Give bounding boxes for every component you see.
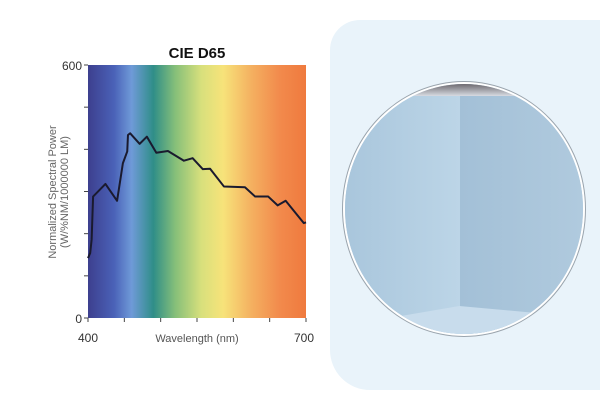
spd-chart: CIE D65 600 0 400 700 Wavelength (nm) No… (47, 45, 314, 345)
y-tick-label-600: 600 (62, 59, 82, 73)
series-line-d65 (87, 132, 307, 259)
y-tick-label-0: 0 (75, 312, 82, 326)
x-axis-label: Wavelength (nm) (155, 333, 238, 345)
room-ceiling (345, 84, 583, 96)
room-wall-left (345, 84, 460, 334)
room-photo (343, 82, 585, 336)
x-tick-label-700: 700 (294, 331, 314, 345)
y-axis-label: Normalized Spectral Power (47, 125, 59, 259)
room-wall-right (460, 84, 583, 334)
y-axis-label-units: (W/%NM/1000000 LM) (59, 136, 71, 248)
x-tick-label-400: 400 (78, 331, 98, 345)
chart-title: CIE D65 (169, 45, 226, 62)
plot-area (88, 65, 306, 318)
